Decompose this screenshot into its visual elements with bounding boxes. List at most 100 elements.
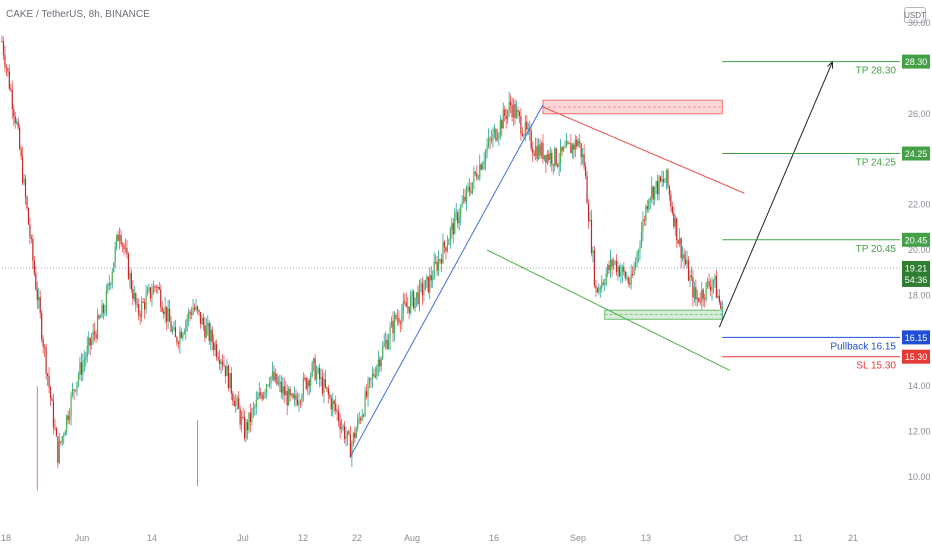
- candle-body: [183, 331, 185, 334]
- candle-body: [343, 426, 346, 440]
- candle-body: [36, 289, 38, 301]
- candle-body: [14, 116, 16, 124]
- candle-body: [411, 291, 413, 298]
- candle-body: [714, 276, 716, 280]
- candle-body: [199, 311, 202, 325]
- candle-body: [355, 429, 357, 438]
- candle-body: [396, 318, 399, 320]
- candle-body: [637, 250, 640, 254]
- candle-body: [555, 148, 557, 165]
- trendline: [542, 106, 745, 194]
- candle-body: [2, 41, 5, 55]
- candle-body: [45, 347, 47, 374]
- currency-badge[interactable]: USDT: [904, 7, 926, 23]
- candle-body: [567, 141, 569, 144]
- candle-body: [602, 282, 604, 285]
- level-price-tag: [902, 349, 930, 364]
- candle-body: [177, 343, 179, 345]
- candle-body: [108, 284, 110, 286]
- candle-body: [621, 266, 623, 273]
- candle-body: [608, 264, 610, 270]
- candle-body: [642, 219, 644, 233]
- candle-body: [708, 281, 710, 287]
- candle-body: [179, 331, 181, 345]
- candle-body: [455, 212, 457, 214]
- candle-body: [358, 418, 360, 420]
- candle-body: [598, 288, 600, 293]
- candle-body: [709, 286, 712, 291]
- candle-body: [495, 128, 497, 141]
- candle-body: [86, 345, 88, 358]
- candle-body: [289, 388, 291, 395]
- candle-body: [465, 187, 468, 202]
- x-tick-label: 14: [147, 533, 157, 543]
- candle-body: [98, 315, 100, 319]
- trendline: [486, 249, 730, 371]
- candle-body: [382, 346, 384, 359]
- candle-body: [10, 88, 12, 91]
- candle-body: [502, 109, 504, 129]
- candle-body: [67, 415, 69, 420]
- candle-body: [120, 234, 122, 245]
- level-price-tag-text: 16.15: [905, 333, 928, 343]
- candle-body: [477, 178, 479, 180]
- candle-body: [505, 115, 507, 120]
- countdown-text: 54:36: [905, 275, 928, 285]
- candle-body: [482, 164, 484, 170]
- candle-body: [49, 387, 52, 399]
- candle-body: [476, 173, 478, 179]
- candle-body: [718, 295, 720, 303]
- candle-body: [393, 314, 396, 334]
- candle-body: [185, 322, 187, 332]
- candle-body: [661, 179, 663, 182]
- candle-body: [270, 376, 272, 384]
- candle-body: [536, 146, 538, 160]
- candle-body: [221, 361, 224, 365]
- candle-body: [615, 260, 618, 273]
- candle-body: [123, 244, 125, 250]
- candle-body: [260, 392, 262, 396]
- candle-body: [66, 415, 68, 432]
- candle-body: [71, 389, 74, 395]
- candle-body: [290, 393, 293, 395]
- candle-body: [130, 273, 132, 290]
- candle-body: [433, 261, 435, 279]
- candle-body: [323, 379, 325, 394]
- candle-body: [388, 340, 390, 349]
- candle-body: [60, 441, 62, 443]
- candle-body: [632, 274, 634, 276]
- candle-body: [683, 254, 685, 260]
- candle-body: [695, 287, 697, 300]
- candle-body: [721, 306, 723, 309]
- candle-body: [279, 381, 281, 384]
- x-tick-label: 12: [298, 533, 308, 543]
- candle-body: [496, 138, 498, 141]
- candle-body: [373, 373, 375, 376]
- candle-body: [189, 311, 191, 314]
- candle-body: [141, 301, 143, 317]
- candle-body: [561, 146, 563, 152]
- x-tick-label: Sep: [570, 533, 586, 543]
- x-tick-label: 13: [641, 533, 651, 543]
- candle-body: [640, 232, 643, 247]
- candle-body: [432, 278, 434, 281]
- candle-body: [601, 282, 603, 289]
- x-tick-label: 16: [489, 533, 499, 543]
- candle-body: [173, 327, 175, 330]
- chart-header-title: CAKE / TetherUS, 8h, BINANCE: [6, 9, 150, 20]
- candle-body: [501, 120, 503, 129]
- candle-body: [417, 292, 419, 305]
- candle-body: [604, 283, 606, 285]
- candle-body: [668, 186, 670, 195]
- candle-body: [188, 311, 190, 319]
- candle-body: [471, 182, 473, 193]
- candle-body: [241, 416, 243, 425]
- candle-body: [73, 389, 75, 391]
- candle-body: [88, 337, 90, 346]
- candle-body: [33, 260, 35, 274]
- candle-body: [386, 339, 388, 349]
- candle-body: [523, 134, 525, 136]
- candle-body: [92, 331, 94, 340]
- candle-body: [70, 394, 72, 416]
